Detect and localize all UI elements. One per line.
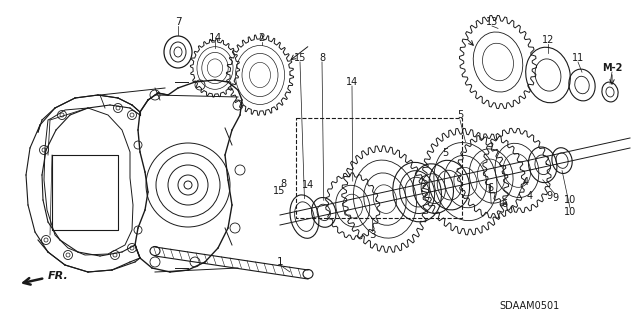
Text: 9: 9 (552, 193, 558, 203)
Text: 3: 3 (369, 230, 375, 240)
Text: 14: 14 (301, 180, 314, 190)
Text: 15: 15 (294, 53, 306, 63)
Text: 15: 15 (273, 187, 285, 197)
Text: 8: 8 (319, 53, 325, 63)
Text: 6: 6 (501, 199, 507, 209)
Text: 10: 10 (564, 207, 576, 217)
Text: 6: 6 (487, 183, 493, 193)
Text: 2: 2 (259, 33, 266, 43)
Text: 12: 12 (542, 35, 554, 45)
Text: SDAAM0501: SDAAM0501 (500, 301, 560, 311)
Text: 14: 14 (209, 33, 221, 43)
Text: 7: 7 (175, 17, 181, 27)
Text: FR.: FR. (48, 271, 68, 281)
Text: M-2: M-2 (602, 63, 622, 73)
Text: 9: 9 (547, 191, 552, 201)
Text: 10: 10 (564, 195, 577, 205)
Text: 11: 11 (572, 53, 584, 63)
Text: 8: 8 (281, 179, 287, 189)
Text: 4: 4 (526, 191, 532, 201)
Text: 5: 5 (457, 110, 463, 120)
Text: 14: 14 (346, 77, 358, 87)
Bar (296, 118, 462, 218)
Text: 13: 13 (486, 17, 498, 27)
Text: 5: 5 (443, 148, 449, 158)
Text: 1: 1 (276, 257, 284, 267)
Text: 4: 4 (523, 177, 529, 187)
